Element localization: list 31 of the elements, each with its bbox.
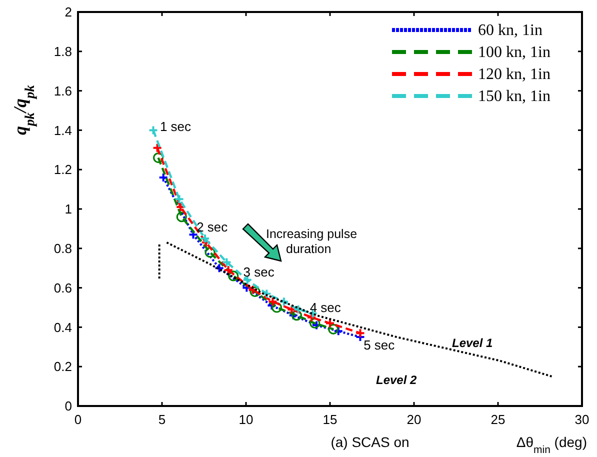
y-tick-label: 0.4 — [54, 320, 72, 335]
y-tick-label: 0.2 — [54, 359, 72, 374]
annotation: Level 1 — [452, 336, 494, 350]
annotation: Level 2 — [376, 373, 418, 387]
y-tick-label: 1.6 — [54, 83, 72, 98]
legend-label: 60 kn, 1in — [478, 22, 542, 39]
legend-label: 100 kn, 1in — [478, 44, 550, 61]
y-tick-label: 0 — [64, 398, 72, 414]
y-tick-label: 1.2 — [54, 162, 72, 178]
y-tick-label: 1 — [64, 202, 72, 217]
y-tick-label: 1.4 — [54, 122, 72, 138]
y-tick-label: 0.8 — [54, 240, 72, 256]
y-tick-label: 1.8 — [54, 44, 72, 59]
x-tick-label: 10 — [238, 412, 254, 427]
legend-label: 120 kn, 1in — [478, 66, 550, 83]
y-tick-label: 0.6 — [54, 280, 72, 296]
annotation: Increasing pulse duration — [266, 227, 358, 256]
text: (a) SCAS on — [330, 434, 410, 450]
annotation: 1 sec — [160, 118, 192, 134]
x-tick-label: 0 — [74, 412, 82, 427]
y-tick-label: 2 — [64, 4, 72, 20]
annotation: 4 sec — [310, 300, 342, 316]
annotation: 3 sec — [243, 264, 275, 280]
annotation: 5 sec — [364, 337, 396, 352]
x-tick-label: 5 — [158, 412, 166, 427]
x-axis-title: Δθ$_{min}$ (deg) — [516, 434, 587, 456]
x-tick-label: 20 — [406, 412, 422, 427]
x-tick-label: 25 — [490, 412, 506, 427]
x-tick-label: 15 — [322, 412, 338, 427]
x-tick-label: 30 — [574, 412, 590, 427]
legend-label: 150 kn, 1in — [478, 88, 550, 105]
